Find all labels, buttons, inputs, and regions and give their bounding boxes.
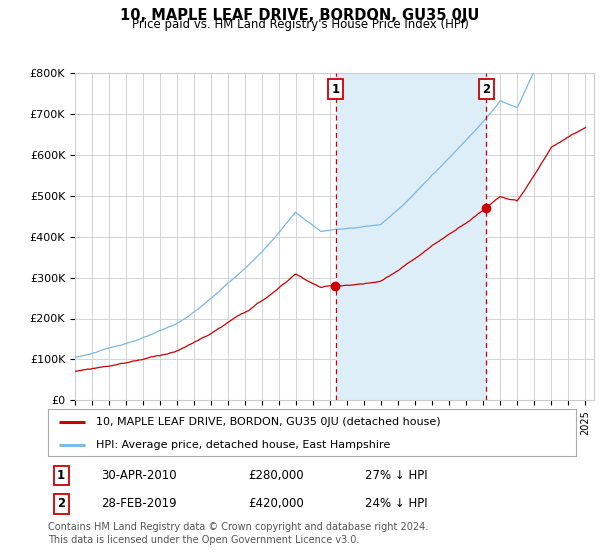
Text: Contains HM Land Registry data © Crown copyright and database right 2024.
This d: Contains HM Land Registry data © Crown c… xyxy=(48,522,428,545)
Text: 27% ↓ HPI: 27% ↓ HPI xyxy=(365,469,427,482)
Text: 2: 2 xyxy=(482,83,490,96)
Text: 24% ↓ HPI: 24% ↓ HPI xyxy=(365,497,427,510)
Text: 1: 1 xyxy=(332,83,340,96)
Text: £420,000: £420,000 xyxy=(248,497,304,510)
Text: 30-APR-2010: 30-APR-2010 xyxy=(101,469,176,482)
Text: 2: 2 xyxy=(57,497,65,510)
Text: 28-FEB-2019: 28-FEB-2019 xyxy=(101,497,176,510)
Bar xyxy=(336,73,486,400)
Text: 10, MAPLE LEAF DRIVE, BORDON, GU35 0JU (detached house): 10, MAPLE LEAF DRIVE, BORDON, GU35 0JU (… xyxy=(95,417,440,427)
Text: 1: 1 xyxy=(57,469,65,482)
Text: 10, MAPLE LEAF DRIVE, BORDON, GU35 0JU: 10, MAPLE LEAF DRIVE, BORDON, GU35 0JU xyxy=(121,8,479,24)
Text: Price paid vs. HM Land Registry's House Price Index (HPI): Price paid vs. HM Land Registry's House … xyxy=(131,18,469,31)
Text: HPI: Average price, detached house, East Hampshire: HPI: Average price, detached house, East… xyxy=(95,440,390,450)
Text: £280,000: £280,000 xyxy=(248,469,304,482)
